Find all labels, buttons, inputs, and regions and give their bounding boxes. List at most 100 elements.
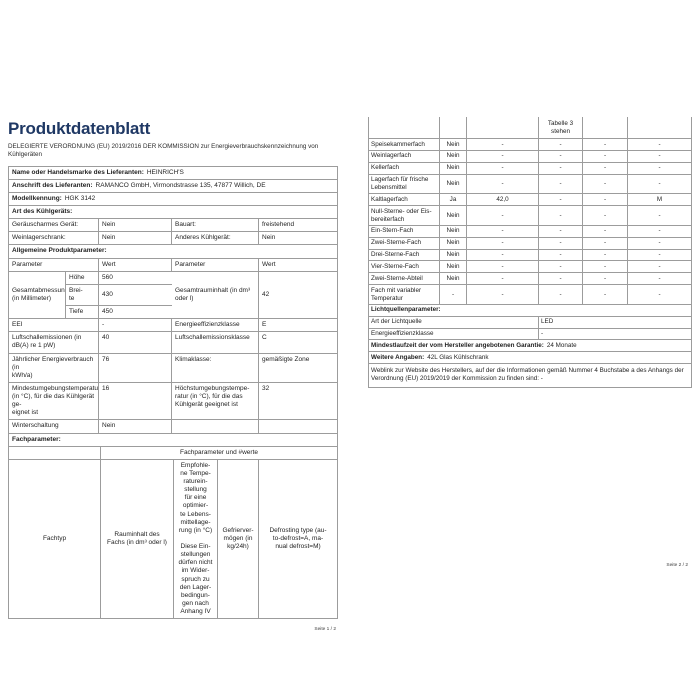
- continuation-cell-2: [467, 117, 539, 138]
- zwei-sterne-abteil-row-value-4: -: [658, 274, 661, 282]
- compartment-name-cell: Fach mit variabler Temperatur: [369, 285, 440, 304]
- parameter-header-row: Parameter Wert Parameter Wert: [9, 258, 337, 272]
- product-datasheet-table-page2: Tabelle 3 stehen Speisekammerfach Nein - - - -…: [368, 117, 692, 388]
- supplier-address-row: Anschrift des Lieferanten: RAMANCO GmbH, …: [9, 180, 337, 193]
- page-title: Produktdatenblatt: [8, 119, 151, 138]
- speisekammer-row-value-3: -: [583, 139, 628, 150]
- compartment-column-header-row-cell-1: Rauminhalt des Fachs (in dm³ oder l): [101, 459, 174, 619]
- compartment-group-header-row: Fachparameter und #werte: [9, 446, 337, 460]
- ambient-temperature-row-cell-2: Höchstumgebungstempe- ratur (in °C), für…: [172, 382, 259, 420]
- quiet-appliance-row: Geräuscharmes Gerät: Nein Bauart: freistehe…: [9, 219, 337, 233]
- kaltlager-row-value-3: -: [583, 194, 628, 206]
- parameter-header-row-cell-1: Wert: [99, 258, 172, 271]
- zwei-sterne-abteil-row-value-0: Nein: [440, 273, 467, 285]
- product-datasheet-table-page1: Name oder Handelsmarke des Lieferanten: H…: [8, 165, 338, 620]
- ein-stern-row-value-0: Nein: [440, 225, 467, 237]
- compartment-name-cell: Weinlagerfach: [369, 150, 440, 162]
- dimensions-subtable: Höhe 560 Brei- te 430 Tiefe 450: [66, 271, 172, 319]
- speisekammer-row-value-4: -: [658, 140, 661, 148]
- field-value: HEINRICH'S: [146, 168, 184, 176]
- compartment-name-cell: Zwei-Sterne-Fach: [369, 237, 440, 249]
- dimension-subrow: Tiefe 450: [66, 306, 172, 319]
- field-label: Anschrift des Lieferanten:: [12, 181, 93, 189]
- frische-lebensmittel-row-value-2: -: [539, 174, 583, 194]
- compartment-name-cell: Null-Sterne- oder Eis- bereiterfach: [369, 206, 440, 225]
- weinlager-row-value-4: -: [658, 152, 661, 160]
- eei-row-cell-1: -: [99, 319, 172, 332]
- page-1: Produktdatenblatt DELEGIERTE VERORDNUNG …: [8, 119, 338, 632]
- compartment-column-header-row-cell-4: Defrosting type (au- to-defrost=A, ma- n…: [269, 526, 327, 551]
- noise-row: Luftschallemissionen (in dB(A) re 1 pW) 4…: [9, 332, 337, 354]
- zwei-sterne-row-value-4: -: [658, 239, 661, 247]
- dimensions-row: Gesamtabmessungen (in Millimeter)Höhe560…: [9, 271, 337, 320]
- regulation-subtitle: DELEGIERTE VERORDNUNG (EU) 2019/2016 DER…: [8, 142, 319, 158]
- wine-storage-row: Weinlagerschrank: Nein Anderes Kühlgerät: N…: [9, 232, 337, 246]
- speisekammer-row-value-2: -: [539, 139, 583, 150]
- variable-temperatur-row-value-1: -: [467, 285, 539, 304]
- kaltlager-row-value-2: -: [539, 194, 583, 206]
- compartment-column-header-row-cell-3: Gefrierver- mögen (in kg/24h): [218, 459, 259, 619]
- energy-consumption-row-cell-0: Jährlicher Energieverbrauch (in kWh/a): [9, 353, 99, 382]
- quiet-appliance-row-cell-1: Nein: [99, 219, 172, 232]
- frische-lebensmittel-row-value-4: -: [658, 180, 661, 187]
- field-value: RAMANCO GmbH, Virmondstrasse 135, 47877 …: [95, 181, 266, 189]
- energy-consumption-row-cell-3: gemäßigte Zone: [262, 355, 310, 363]
- section-header-cell: Fachparameter:: [12, 435, 61, 443]
- quiet-appliance-row-cell-2: Bauart:: [172, 219, 259, 232]
- warranty-row: Mindestlaufzeit der vom Hersteller angeb…: [369, 340, 691, 353]
- drei-sterne-row: Drei-Sterne-Fach Nein - - - -: [369, 249, 691, 262]
- zwei-sterne-row-value-0: Nein: [440, 237, 467, 249]
- field-label: Mindestlaufzeit der vom Hersteller angeb…: [371, 341, 544, 349]
- page-2: Tabelle 3 stehen Speisekammerfach Nein - - - -…: [368, 117, 692, 587]
- dimension-value-cell: 450: [102, 308, 113, 316]
- page1-footer: Seite 1 / 2: [314, 627, 336, 633]
- null-sterne-row-value-1: -: [467, 206, 539, 225]
- label-value-cell: Weitere Angaben: 42L Glas Kühlschrank: [369, 352, 691, 363]
- noise-row-cell-3: C: [262, 334, 267, 342]
- section-header-cell: Art des Kühlgeräts:: [12, 208, 73, 216]
- drei-sterne-row-value-4: -: [658, 251, 661, 259]
- light-param-label-cell: Art der Lichtquelle: [369, 316, 539, 328]
- energy-consumption-row-cell-2: Klimaklasse:: [172, 353, 259, 382]
- keller-row-value-1: -: [467, 162, 539, 174]
- page2-footer: Seite 2 / 2: [666, 563, 688, 568]
- variable-temperatur-row-value-3: -: [583, 285, 628, 304]
- keller-row: Kellerfach Nein - - - -: [369, 162, 691, 175]
- field-label: Modellkennung:: [12, 194, 62, 202]
- dimension-name-cell: Höhe: [66, 271, 99, 284]
- weinlager-row-value-3: -: [583, 150, 628, 162]
- dimension-subrow: Brei- te 430: [66, 284, 172, 307]
- quiet-appliance-row-cell-0: Geräuscharmes Gerät:: [9, 219, 99, 232]
- dimension-value-cell: 430: [102, 290, 113, 298]
- eei-row-cell-0: EEI: [9, 319, 99, 332]
- speisekammer-row-value-1: -: [467, 139, 539, 150]
- dimension-value-cell: 560: [102, 273, 113, 281]
- dimension-name-cell: Brei- te: [66, 284, 99, 306]
- wine-storage-row-cell-2: Anderes Kühlgerät:: [172, 232, 259, 245]
- compartment-name-cell: Zwei-Sterne-Abteil: [369, 273, 440, 285]
- field-value: 42L Glas Kühlschrank: [427, 353, 489, 361]
- label-value-cell: Anschrift des Lieferanten: RAMANCO GmbH, …: [9, 180, 337, 192]
- eei-row-cell-2: Energieeffizienzklasse: [172, 319, 259, 332]
- keller-row-value-0: Nein: [440, 162, 467, 174]
- keller-row-value-2: -: [539, 162, 583, 174]
- zwei-sterne-abteil-row-value-1: -: [467, 273, 539, 285]
- speisekammer-row: Speisekammerfach Nein - - - -: [369, 139, 691, 151]
- wine-storage-row-cell-3: Nein: [262, 234, 276, 242]
- weblink-row: Weblink zur Website des Herstellers, auf…: [369, 364, 691, 388]
- frische-lebensmittel-row-value-1: -: [467, 174, 539, 194]
- frische-lebensmittel-row: Lagerfach für frische Lebensmittel Nein - -…: [369, 174, 691, 195]
- vier-sterne-row-value-0: Nein: [440, 261, 467, 273]
- continuation-cell-3: Tabelle 3 stehen: [539, 117, 583, 138]
- ein-stern-row-value-4: -: [658, 227, 661, 235]
- energy-consumption-row-cell-1: 76: [99, 353, 172, 382]
- keller-row-value-4: -: [658, 164, 661, 172]
- ein-stern-row: Ein-Stern-Fach Nein - - - -: [369, 225, 691, 238]
- ein-stern-row-value-1: -: [467, 225, 539, 237]
- frische-lebensmittel-row-value-3: -: [583, 174, 628, 194]
- ambient-temperature-row: Mindestumgebungstemperatur (in °C), für …: [9, 382, 337, 421]
- compartment-name-cell: Kellerfach: [369, 162, 440, 174]
- label-value-cell: Name oder Handelsmarke des Lieferanten: H…: [9, 167, 337, 179]
- weblink-cell: Weblink zur Website des Herstellers, auf…: [371, 367, 684, 383]
